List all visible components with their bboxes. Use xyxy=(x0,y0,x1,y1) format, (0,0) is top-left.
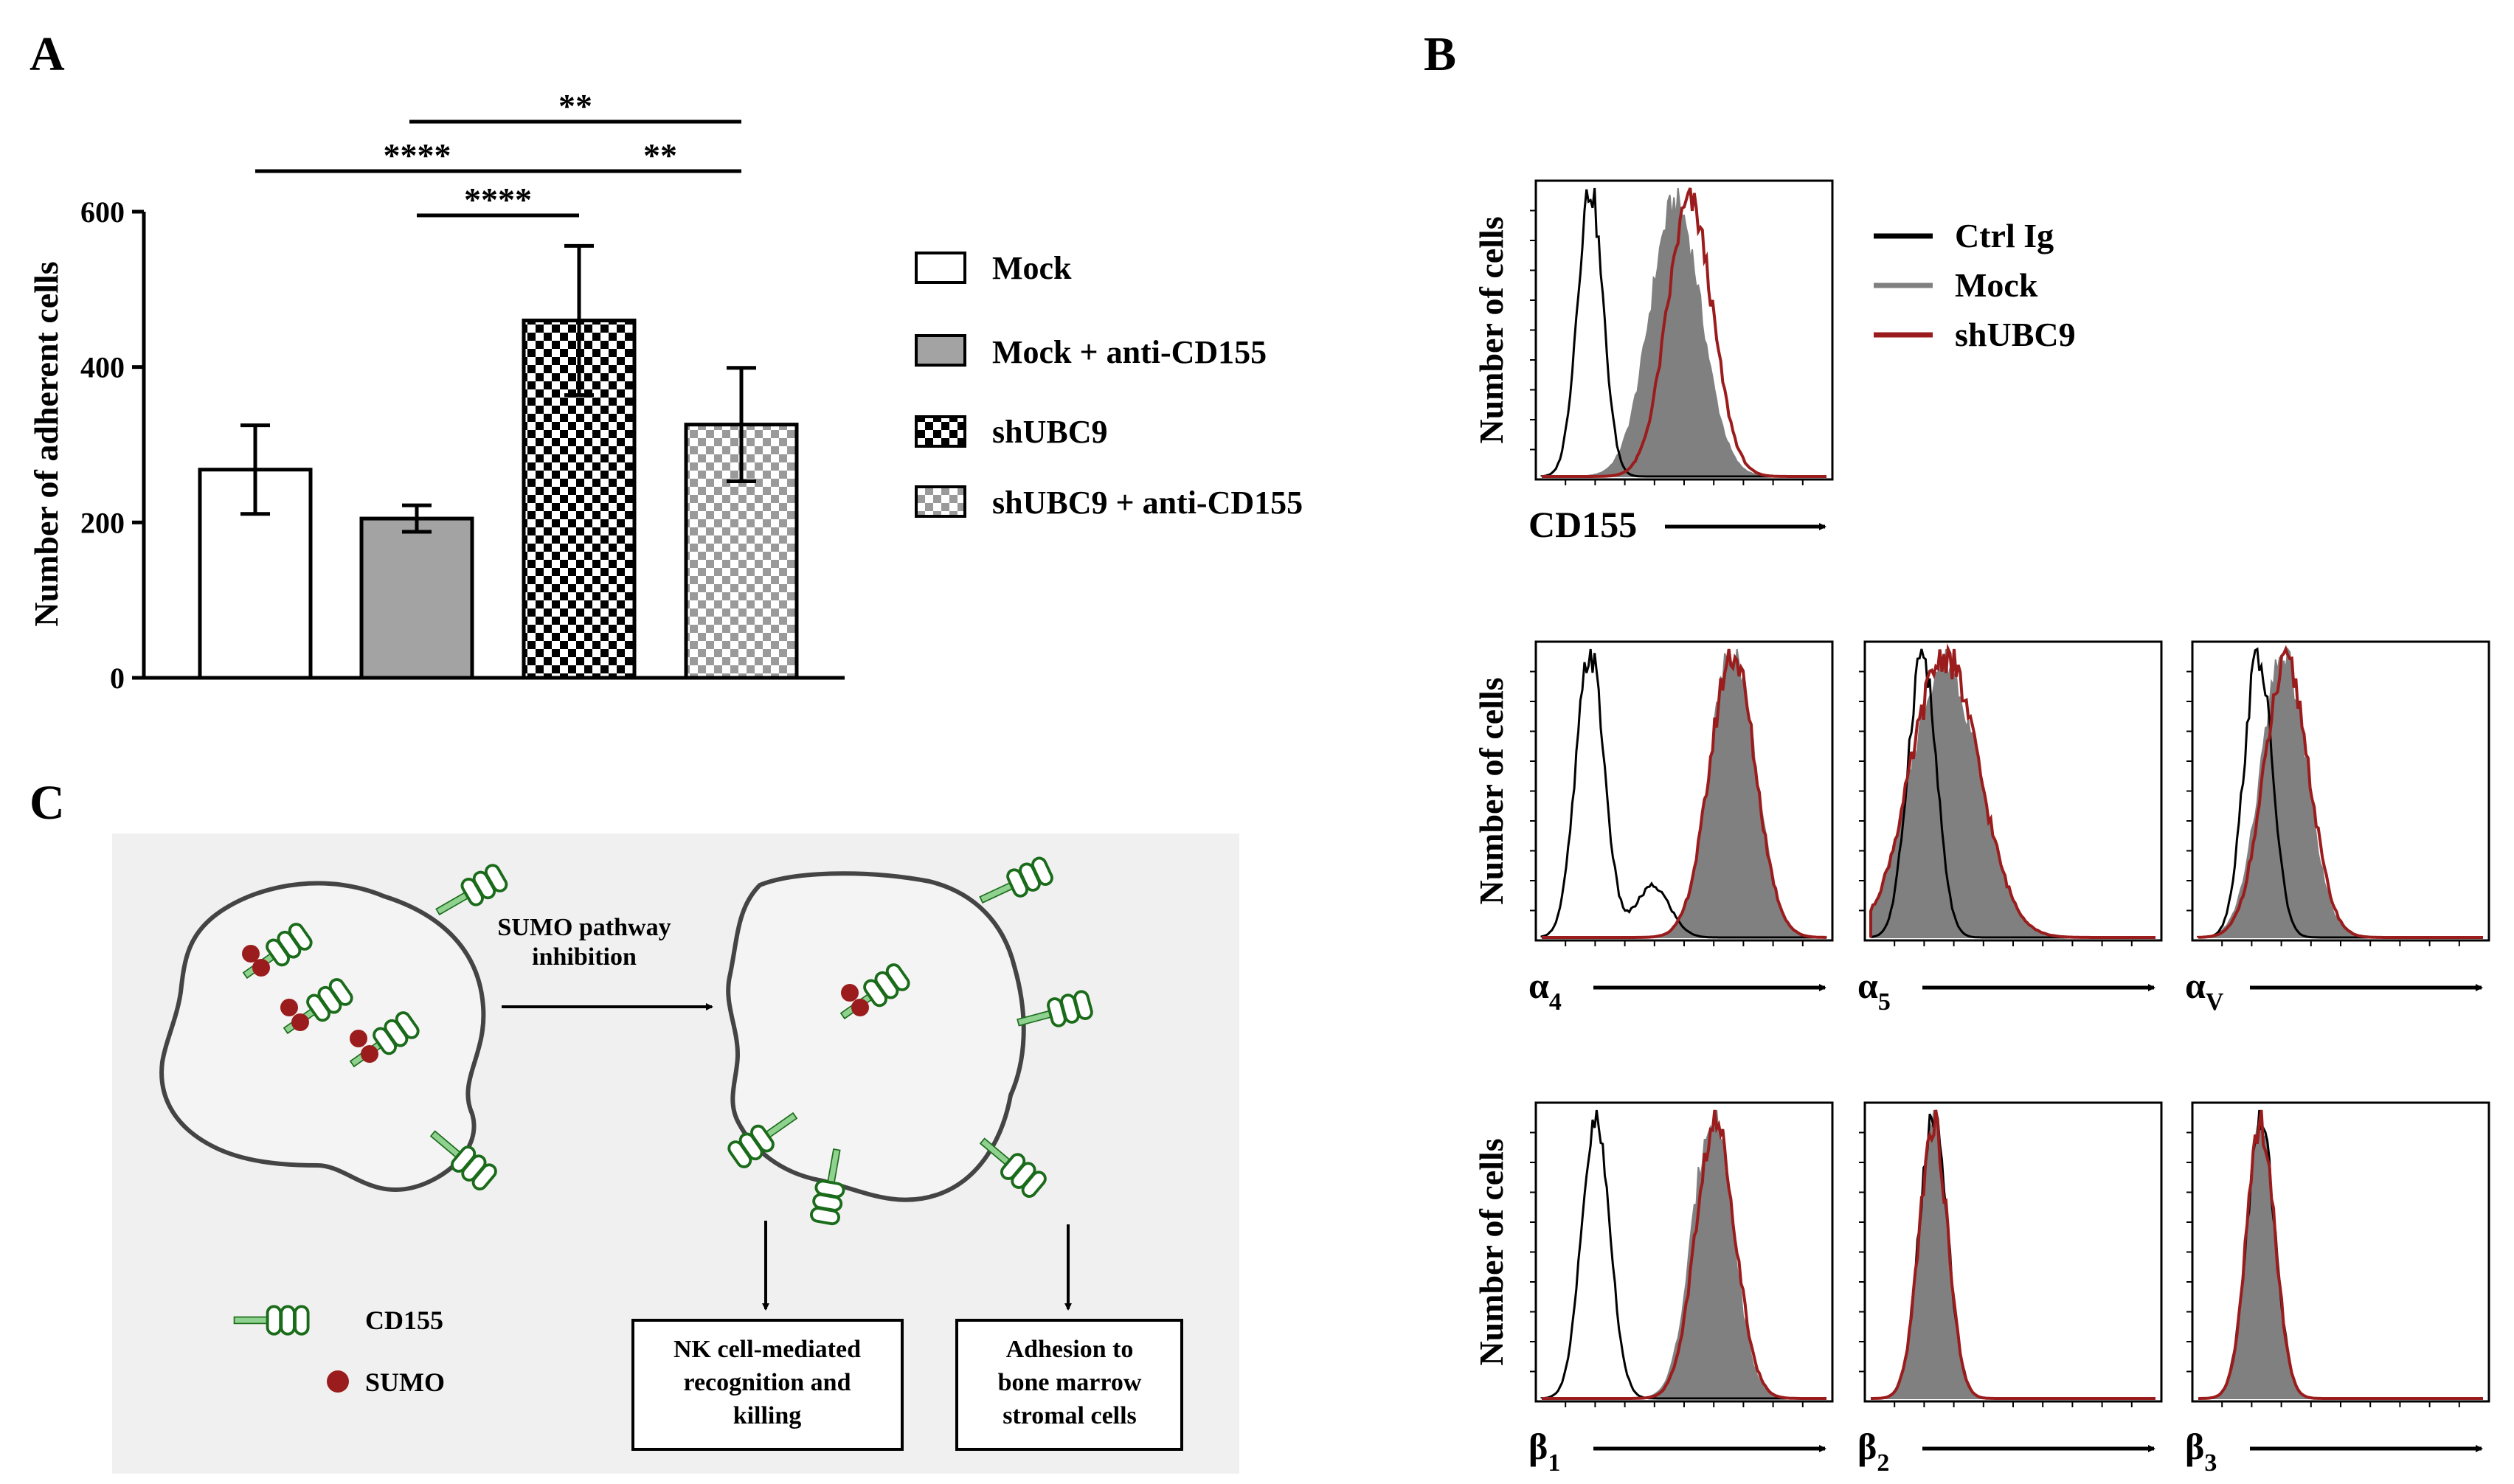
histogram-shubc9 xyxy=(2197,645,2483,939)
legend-label-shubc9: shUBC9 xyxy=(992,414,1108,450)
histogram-x-label-subscript: 3 xyxy=(2204,1449,2217,1477)
legend-label-ctrl-ig: Ctrl Ig xyxy=(1955,217,2054,254)
histogram-shubc9 xyxy=(1542,1109,1826,1400)
legend-label-shubc9-b: shUBC9 xyxy=(1955,316,2076,353)
arrow-label-line-1: SUMO pathway xyxy=(497,914,671,941)
legend-label-shubc9-anti-cd155: shUBC9 + anti-CD155 xyxy=(992,485,1303,521)
histogram-x-label-subscript: 2 xyxy=(1877,1449,1889,1477)
outcome-box-nk-line-3: killing xyxy=(733,1402,802,1429)
histogram-x-label-subscript: 1 xyxy=(1548,1449,1560,1477)
sumo-icon xyxy=(291,1013,309,1031)
bars xyxy=(198,243,799,680)
panel-label-a: A xyxy=(30,27,65,81)
arrow-label-line-2: inhibition xyxy=(532,943,637,971)
schematic: SUMO pathway inhibition NK cell-mediated… xyxy=(112,833,1239,1474)
legend-item-shubc9: shUBC9 xyxy=(915,414,1108,450)
histogram-y-label: Number of cells xyxy=(1472,1138,1510,1365)
histogram-grid: CD155 Number of cells α4 Number of cells α5 α… xyxy=(1472,179,2490,1477)
bar xyxy=(359,516,474,680)
histogram-plot: CD155 Number of cells xyxy=(1472,179,1834,545)
legend-item-shubc9-anti-cd155: shUBC9 + anti-CD155 xyxy=(915,485,1303,521)
histogram-shubc9 xyxy=(1542,648,1826,939)
sumo-icon xyxy=(350,1030,367,1047)
histogram-plot: β3 xyxy=(2185,1101,2490,1477)
panel-label-b: B xyxy=(1424,27,1456,81)
histogram-shubc9 xyxy=(1869,643,2155,939)
y-axis-ticks: 0 200 400 600 xyxy=(80,195,144,695)
histogram-ctrl-ig xyxy=(1540,1109,1826,1400)
histogram-x-label-subscript: V xyxy=(2206,988,2224,1016)
sumo-icon xyxy=(851,999,869,1016)
cell-after xyxy=(726,871,1026,1202)
legend-item-mock-anti-cd155: Mock + anti-CD155 xyxy=(915,334,1267,370)
y-axis-label: Number of adherent cells xyxy=(27,261,65,626)
sumo-icon xyxy=(242,945,260,963)
legend-label-mock-b: Mock xyxy=(1955,266,2038,304)
sumo-icon xyxy=(361,1045,378,1063)
histogram-x-label: α4 xyxy=(1528,965,1562,1016)
y-tick-label: 400 xyxy=(80,351,125,384)
histogram-shubc9 xyxy=(1871,1109,2155,1400)
outcome-box-nk xyxy=(631,1319,904,1451)
histogram-x-label: β2 xyxy=(1857,1426,1889,1477)
legend-label-mock-anti-cd155: Mock + anti-CD155 xyxy=(992,334,1267,370)
histogram-y-label: Number of cells xyxy=(1472,677,1510,904)
histogram-x-label-subscript: 4 xyxy=(1549,988,1562,1016)
significance-brackets: ****** ****** xyxy=(255,87,741,218)
legend-cd155-label: CD155 xyxy=(365,1306,443,1335)
significance-label: **** xyxy=(464,181,532,218)
y-tick-label: 600 xyxy=(80,195,125,229)
sumo-icon xyxy=(280,999,298,1016)
histogram-frame xyxy=(1534,640,1834,942)
significance-label: **** xyxy=(384,136,451,174)
legend-item-mock: Mock xyxy=(915,250,1072,286)
outcome-box-adhesion-line-1: Adhesion to xyxy=(1006,1336,1134,1363)
legend-a: Mock Mock + anti-CD155 shUBC9 shUBC9 + a… xyxy=(915,250,1303,521)
histogram-shubc9 xyxy=(2198,1109,2483,1400)
cell-before xyxy=(159,881,486,1193)
histogram-plot: β1 Number of cells xyxy=(1472,1101,1834,1477)
histogram-x-label: α5 xyxy=(1857,965,1891,1016)
outcome-box-nk-line-2: recognition and xyxy=(683,1369,851,1396)
histogram-shubc9 xyxy=(1542,187,1826,478)
histogram-plot: α4 Number of cells xyxy=(1472,640,1834,1016)
histogram-y-label: Number of cells xyxy=(1472,216,1510,443)
significance-label: ** xyxy=(558,87,592,125)
histogram-x-label: CD155 xyxy=(1528,504,1637,545)
histogram-x-label: αV xyxy=(2185,965,2224,1016)
histogram-plot: β2 xyxy=(1857,1101,2163,1477)
outcome-box-adhesion xyxy=(955,1319,1183,1451)
y-tick-label: 0 xyxy=(110,662,125,695)
legend-b: Ctrl Ig Mock shUBC9 xyxy=(1874,217,2076,353)
histogram-plot: α5 xyxy=(1857,640,2163,1016)
histogram-ctrl-ig xyxy=(1540,648,1826,939)
sumo-icon xyxy=(841,984,859,1002)
legend-label-mock: Mock xyxy=(992,250,1072,286)
histogram-x-label-subscript: 5 xyxy=(1878,988,1891,1016)
sumo-icon xyxy=(252,959,270,977)
legend-sumo-label: SUMO xyxy=(365,1367,445,1397)
significance-label: ** xyxy=(643,136,677,174)
histogram-plot: αV xyxy=(2185,640,2490,1016)
outcome-box-adhesion-line-2: bone marrow xyxy=(998,1369,1142,1396)
sumo-legend-icon xyxy=(327,1370,349,1393)
histogram-frame xyxy=(2191,640,2490,942)
outcome-box-adhesion-line-3: stromal cells xyxy=(1003,1402,1137,1429)
histogram-x-label: β1 xyxy=(1528,1426,1560,1477)
panel-label-c: C xyxy=(30,776,65,830)
outcome-box-nk-line-1: NK cell-mediated xyxy=(673,1336,861,1363)
histogram-x-label: β3 xyxy=(2185,1426,2217,1477)
y-tick-label: 200 xyxy=(80,506,125,539)
